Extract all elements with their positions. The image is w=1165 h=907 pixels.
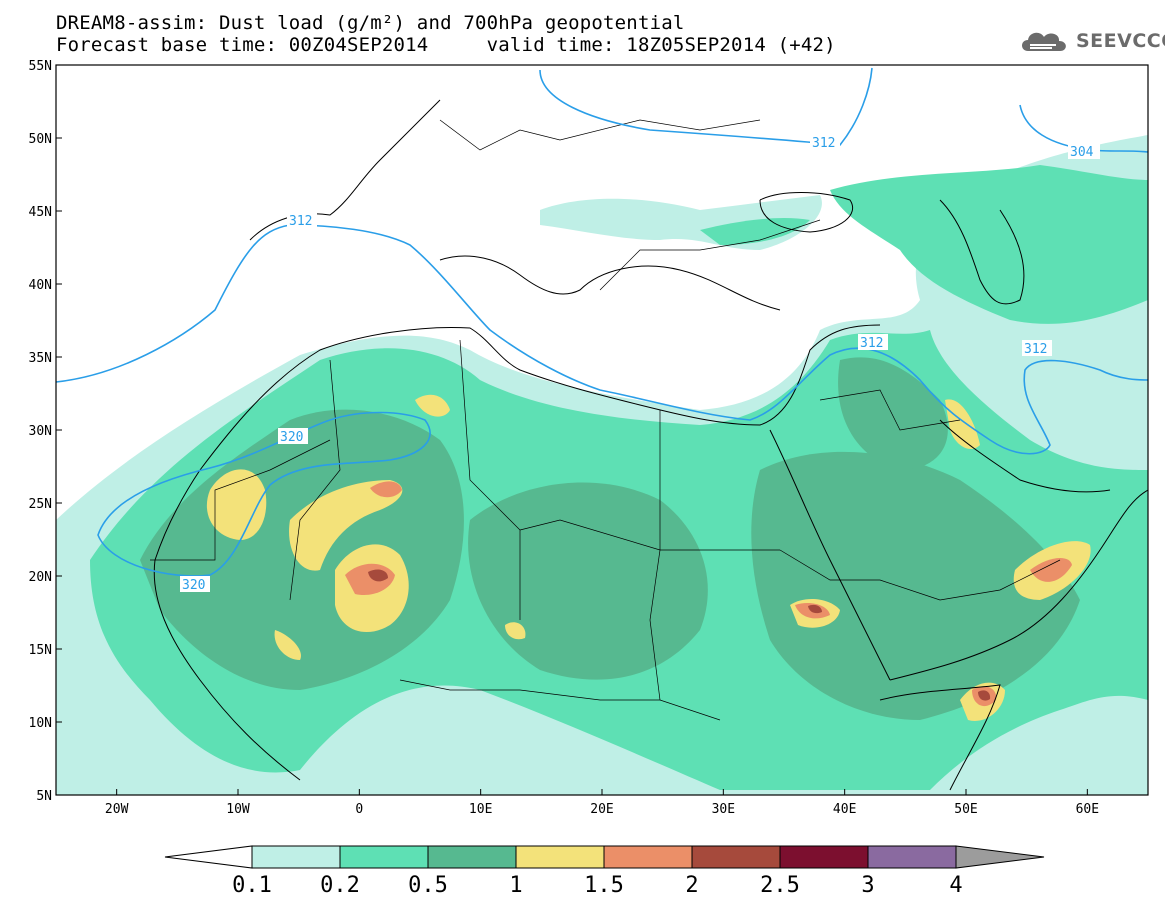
- colorbar-label: 4: [949, 873, 963, 898]
- border-central-europe: [439, 119, 761, 151]
- colorbar-label: 2: [685, 873, 699, 898]
- dust-region-2-a: [368, 569, 388, 582]
- lon-tick-label: 20W: [105, 802, 129, 817]
- country-borders: [150, 119, 1061, 721]
- colorbar-label: 0.5: [408, 873, 448, 898]
- dust-region-1.5-b: [370, 481, 402, 498]
- coastlines: [153, 99, 1148, 791]
- longitude-axis: 20W 10W 0 10E 20E 30E 40E 50E 60E: [105, 789, 1099, 817]
- dust-region-2-c: [978, 690, 991, 701]
- colorbar-swatch: [427, 845, 517, 869]
- dust-region-1-i: [274, 630, 301, 660]
- lat-tick-label: 30N: [29, 424, 52, 439]
- dust-region-2-b: [808, 604, 822, 614]
- seevccc-logo: SEEVCCC: [1018, 25, 1165, 59]
- contour-label: 312: [812, 136, 835, 151]
- lat-tick-label: 35N: [29, 351, 52, 366]
- contour-label: 312: [1024, 342, 1047, 357]
- coastline-caspian: [939, 199, 1025, 305]
- lat-tick-label: 10N: [29, 716, 52, 731]
- coastline-arabia: [889, 489, 1148, 681]
- colorbar-label: 0.2: [320, 873, 360, 898]
- lon-tick-label: 10E: [469, 802, 492, 817]
- lon-tick-label: 60E: [1076, 802, 1099, 817]
- dust-region-0.2-caspian: [830, 165, 1148, 324]
- lon-tick-label: 40E: [833, 802, 856, 817]
- lat-tick-label: 45N: [29, 205, 52, 220]
- contour-label: 312: [289, 214, 312, 229]
- border-iraq: [819, 389, 961, 431]
- colorbar-swatch: [691, 845, 781, 869]
- coastline-black-sea: [759, 192, 853, 233]
- contour-label: 320: [280, 430, 303, 445]
- coastline-north-africa: [199, 324, 881, 471]
- lat-tick-label: 15N: [29, 643, 52, 658]
- colorbar: [164, 845, 1045, 869]
- colorbar-label: 3: [861, 873, 875, 898]
- colorbar-upper-extension: [955, 845, 1045, 869]
- chart-subtitle: Forecast base time: 00Z04SEP2014 valid t…: [56, 34, 836, 56]
- dust-region-0.5-arabia: [838, 357, 948, 470]
- contour-label: 312: [860, 336, 883, 351]
- colorbar-swatch: [779, 845, 869, 869]
- colorbar-label: 0.1: [232, 873, 272, 898]
- lat-tick-label: 40N: [29, 278, 52, 293]
- border-mauritania: [150, 439, 331, 561]
- contour-label: 320: [182, 578, 205, 593]
- contour-312-north: [539, 67, 873, 146]
- dust-region-0.2-adriatic: [700, 218, 810, 245]
- border-balkans: [599, 219, 821, 291]
- border-arabia: [779, 549, 1061, 601]
- dust-region-1-h: [945, 399, 980, 450]
- coastline-red-sea: [769, 429, 891, 681]
- geopotential-contours: [56, 67, 1148, 577]
- dust-region-1-d: [415, 394, 450, 417]
- border-algeria-libya: [459, 339, 521, 620]
- lat-tick-label: 20N: [29, 570, 52, 585]
- lon-tick-label: 0: [355, 802, 363, 817]
- lat-tick-label: 55N: [29, 59, 52, 74]
- colorbar-label: 1.5: [584, 873, 624, 898]
- colorbar-label: 1: [509, 873, 523, 898]
- colorbar-swatch: [515, 845, 605, 869]
- dust-region-1.5-c: [1030, 558, 1072, 582]
- colorbar-label: 2.5: [760, 873, 800, 898]
- dust-layers: [56, 135, 1148, 795]
- dust-region-1-j: [505, 622, 526, 640]
- border-sahel: [399, 679, 721, 721]
- coastline-west-africa: [153, 469, 301, 781]
- coastline-europe: [249, 99, 781, 311]
- colorbar-swatch: [603, 845, 693, 869]
- border-libya-egypt: [649, 410, 661, 701]
- contour-label-group: 312 304 312 312 312 320 320: [180, 134, 1100, 593]
- chart-title: DREAM8-assim: Dust load (g/m²) and 700hP…: [56, 12, 685, 34]
- colorbar-swatch: [339, 845, 429, 869]
- lat-tick-label: 50N: [29, 132, 52, 147]
- contour-320: [97, 411, 431, 577]
- dust-region-0.5-central: [468, 482, 708, 680]
- lon-tick-label: 50E: [954, 802, 977, 817]
- border-algeria-morocco: [289, 359, 341, 601]
- coastline-horn: [879, 684, 1001, 791]
- contour-312-south: [56, 224, 1148, 455]
- lat-tick-label: 25N: [29, 497, 52, 512]
- dust-region-1-b: [289, 480, 403, 571]
- lon-tick-label: 30E: [712, 802, 735, 817]
- dust-region-0.5-east: [751, 451, 1080, 720]
- border-sudan-north: [519, 519, 780, 551]
- lat-tick-label: 5N: [36, 789, 52, 804]
- logo-text: SEEVCCC: [1076, 30, 1165, 52]
- latitude-axis: 55N 50N 45N 40N 35N 30N 25N 20N 15N 10N 5N: [29, 59, 62, 804]
- cloud-icon: [1022, 32, 1066, 51]
- contour-label: 304: [1070, 145, 1094, 160]
- colorbar-lower-extension: [164, 845, 253, 869]
- colorbar-swatch: [251, 845, 341, 869]
- colorbar-swatch: [867, 845, 957, 869]
- dust-region-1-a: [206, 469, 267, 540]
- lon-tick-label: 10W: [226, 802, 250, 817]
- lon-tick-label: 20E: [590, 802, 613, 817]
- coastline-persian-gulf: [939, 419, 1111, 493]
